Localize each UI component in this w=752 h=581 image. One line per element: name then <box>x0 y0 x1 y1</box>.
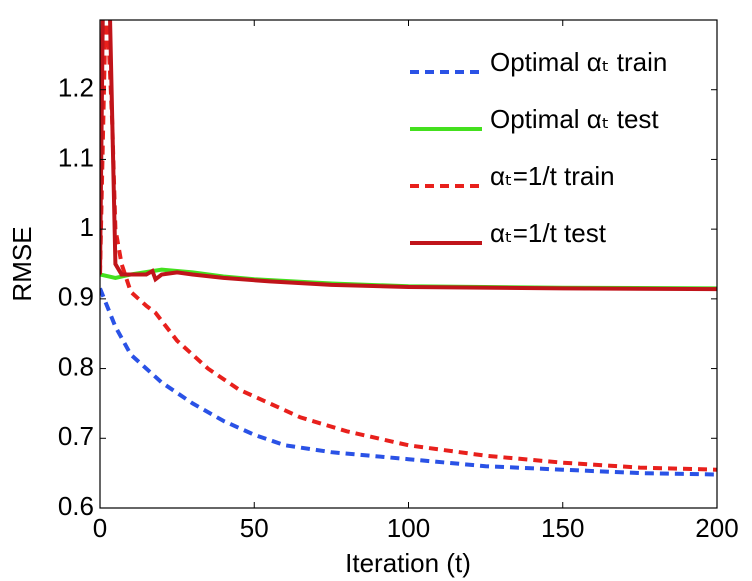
y-tick-label: 0.9 <box>58 282 94 312</box>
legend-label: αₜ=1/t test <box>490 218 607 248</box>
y-tick-label: 0.7 <box>58 421 94 451</box>
legend-label: αₜ=1/t train <box>490 161 615 191</box>
plot-area <box>100 20 717 477</box>
line-series <box>100 20 717 292</box>
y-axis-label: RMSE <box>7 226 37 301</box>
x-tick-label: 100 <box>387 513 430 543</box>
y-tick-label: 0.6 <box>58 491 94 521</box>
line-series <box>100 287 717 477</box>
y-tick-label: 1.1 <box>58 142 94 172</box>
y-tick-label: 1 <box>80 212 94 242</box>
x-axis-label: Iteration (t) <box>345 548 471 578</box>
x-tick-label: 0 <box>93 513 107 543</box>
legend-label: Optimal αₜ train <box>490 47 667 77</box>
x-tick-label: 150 <box>541 513 584 543</box>
axes-frame <box>99 19 718 509</box>
x-tick-label: 50 <box>240 513 269 543</box>
y-tick-label: 0.8 <box>58 351 94 381</box>
x-tick-label: 200 <box>695 513 738 543</box>
legend-label: Optimal αₜ test <box>490 104 659 134</box>
y-tick-label: 1.2 <box>58 73 94 103</box>
